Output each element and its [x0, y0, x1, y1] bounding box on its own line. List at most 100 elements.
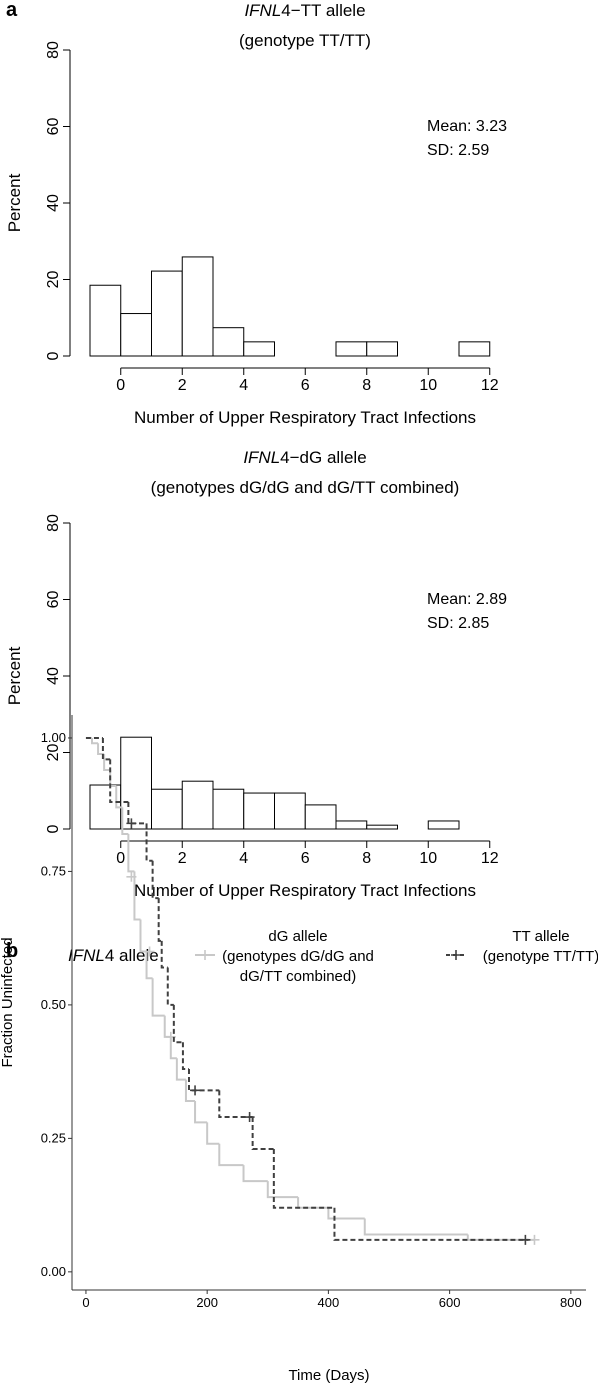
chart-title: IFNL4−dG allele	[243, 448, 366, 467]
bar	[458, 341, 491, 357]
step-segment	[218, 1143, 244, 1167]
y-tick-label: 80	[45, 41, 62, 59]
x-tick-label: 10	[419, 377, 437, 394]
y-tick-label: 0.75	[41, 863, 66, 878]
step-segment	[157, 898, 162, 942]
annotation: Mean: 2.89	[427, 591, 507, 608]
bar	[335, 341, 368, 357]
chart-subtitle: (genotype TT/TT)	[239, 31, 371, 50]
step-segment	[206, 1122, 220, 1145]
title-text: 4−TT allele	[281, 1, 365, 20]
y-tick-label: 80	[45, 514, 62, 532]
step-segment	[91, 737, 99, 745]
step-segment	[272, 1149, 335, 1209]
step-segment	[242, 1165, 268, 1183]
bar	[274, 792, 306, 830]
step-segment	[145, 951, 153, 980]
step-segment	[115, 786, 123, 809]
y-tick-label: 20	[45, 271, 62, 289]
step-segment	[121, 807, 129, 836]
censor-mark	[529, 1234, 540, 1245]
title-text: 4−dG allele	[280, 448, 366, 467]
legend-title: IFNL4 allele	[68, 946, 159, 965]
x-tick-label: 0	[116, 850, 125, 867]
x-tick-label: 10	[419, 850, 437, 867]
y-tick-label: 1.00	[41, 730, 66, 745]
bar	[427, 820, 460, 830]
bar	[120, 313, 152, 357]
legend-key-marker	[200, 950, 210, 960]
x-tick-label: 6	[301, 850, 310, 867]
panel-label: a	[6, 0, 18, 21]
y-tick-label: 60	[45, 118, 62, 136]
panel-label: b	[6, 940, 18, 962]
step-segment	[181, 1042, 189, 1070]
step-segment	[333, 1207, 529, 1241]
y-tick-label: 0.00	[41, 1264, 66, 1279]
annotation: SD: 2.59	[427, 142, 489, 159]
x-tick-label: 6	[301, 377, 310, 394]
legend-label: dG allele	[268, 928, 327, 945]
x-tick-label: 12	[481, 377, 499, 394]
x-tick-label: 4	[239, 377, 248, 394]
step-segment	[194, 1101, 208, 1124]
bar	[151, 788, 183, 830]
y-tick-label: 0	[45, 351, 62, 360]
step-segment	[218, 1090, 253, 1119]
x-tick-label: 8	[362, 850, 371, 867]
bar	[151, 270, 183, 357]
bar	[89, 284, 122, 357]
step-segment	[163, 1015, 171, 1038]
step-segment	[169, 1036, 177, 1060]
x-tick-label: 600	[439, 1295, 461, 1310]
chart-subtitle: (genotypes dG/dG and dG/TT combined)	[151, 478, 460, 497]
legend-label: (genotypes dG/dG and	[222, 948, 374, 965]
bar	[181, 780, 214, 830]
y-tick-label: 40	[45, 667, 62, 685]
x-tick-label: 2	[178, 850, 187, 867]
annotation: SD: 2.85	[427, 615, 489, 632]
bar	[212, 327, 245, 357]
bar	[243, 792, 275, 830]
x-tick-label: 12	[481, 850, 499, 867]
bar	[181, 256, 214, 357]
bar	[366, 341, 398, 357]
legend-key-marker	[451, 950, 461, 960]
x-tick-label: 400	[318, 1295, 340, 1310]
bar	[120, 736, 152, 830]
y-tick-label: 20	[45, 744, 62, 762]
bar	[335, 820, 368, 830]
censor-mark	[144, 946, 155, 957]
bar	[366, 824, 398, 830]
legend-title-italic: IFNL	[68, 946, 105, 965]
step-segment	[139, 919, 147, 953]
x-tick-label: 0	[116, 377, 125, 394]
censor-mark	[126, 818, 137, 829]
step-segment	[184, 1079, 196, 1102]
step-segment	[327, 1207, 365, 1220]
chart-title: IFNL4−TT allele	[244, 1, 365, 20]
step-segment	[127, 802, 147, 825]
y-axis-label: Percent	[5, 646, 24, 705]
censor-mark	[190, 1085, 201, 1096]
step-segment	[363, 1218, 468, 1236]
x-axis-label: Number of Upper Respiratory Tract Infect…	[134, 408, 476, 427]
step-segment	[266, 1181, 299, 1199]
step-segment	[133, 871, 141, 921]
x-tick-label: 0	[82, 1295, 89, 1310]
step-segment	[127, 834, 135, 873]
step-segment	[103, 753, 111, 771]
x-tick-label: 200	[196, 1295, 218, 1310]
step-segment	[151, 860, 159, 900]
step-segment	[101, 737, 111, 761]
step-segment	[145, 823, 153, 862]
step-segment	[160, 940, 168, 969]
y-tick-label: 0	[45, 824, 62, 833]
x-axis-label: Time (Days)	[288, 1367, 369, 1384]
x-tick-label: 800	[560, 1295, 582, 1310]
legend-title-text: 4 allele	[105, 946, 159, 965]
y-tick-label: 0.25	[41, 1130, 66, 1145]
step-segment	[109, 759, 129, 804]
bar	[304, 804, 337, 830]
